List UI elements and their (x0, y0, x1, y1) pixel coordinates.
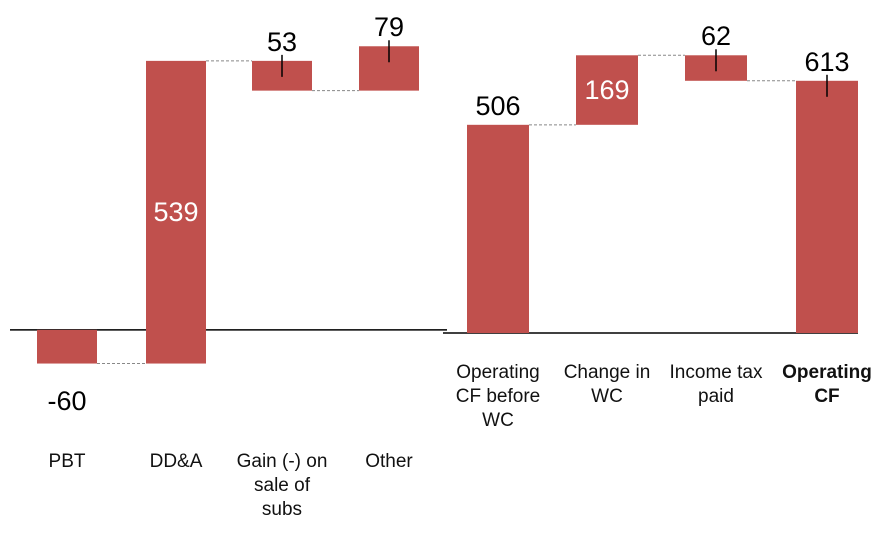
category-label: Other (365, 451, 413, 472)
category-label: Operating CF (782, 362, 872, 407)
bar (467, 124, 529, 334)
value-label: 62 (700, 21, 732, 52)
value-label: -60 (47, 385, 87, 416)
bar (796, 80, 858, 334)
category-label: PBT (48, 451, 86, 472)
value-label: 539 (153, 197, 199, 228)
category-label: Income tax paid (669, 362, 763, 407)
bar (146, 60, 206, 364)
value-label: 53 (266, 26, 298, 57)
category-label: Gain (-) on sale of subs (236, 451, 328, 520)
bar (37, 329, 97, 364)
bar (576, 55, 638, 125)
value-label: 613 (804, 46, 850, 77)
category-label: Change in WC (563, 362, 651, 407)
value-label: 169 (584, 75, 630, 106)
value-label: 506 (475, 90, 521, 121)
category-label: DD&A (149, 451, 203, 472)
category-label: Operating CF before WC (455, 362, 541, 431)
value-label: 79 (373, 12, 405, 43)
